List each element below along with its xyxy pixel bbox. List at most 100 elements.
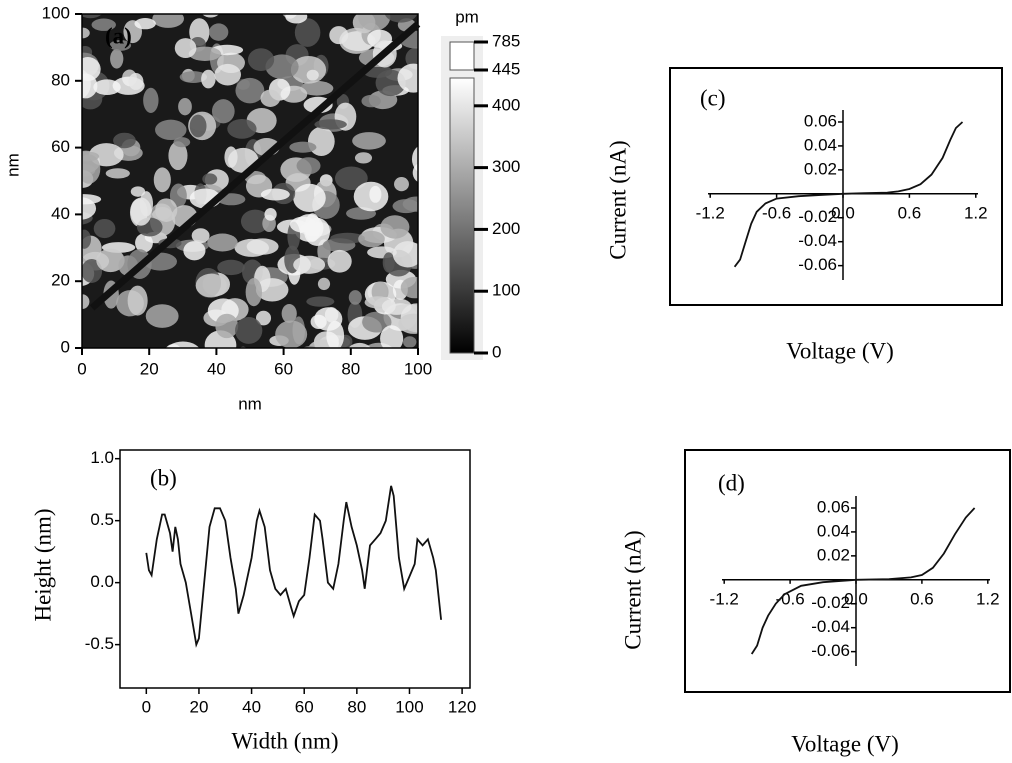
image-grain <box>361 94 381 108</box>
data-line <box>733 121 964 268</box>
colorbar-tick-label: 300 <box>492 157 520 176</box>
y-tick-label: 0.06 <box>817 497 850 516</box>
image-grain <box>255 278 289 302</box>
x-tick-label: 40 <box>207 359 226 378</box>
panel-label: (a) <box>105 23 132 48</box>
image-grain <box>217 259 245 276</box>
image-grain <box>105 168 130 179</box>
x-tick-label: 120 <box>448 697 476 716</box>
image-grain <box>183 241 206 261</box>
x-tick-label: 60 <box>274 359 293 378</box>
x-tick-label: 100 <box>404 359 432 378</box>
colorbar-tick-label: 400 <box>492 95 520 114</box>
image-grain <box>306 296 335 307</box>
image-grain <box>352 132 386 150</box>
image-grain <box>207 233 238 252</box>
image-grain <box>400 276 418 299</box>
y-tick-label: 60 <box>51 137 70 156</box>
image-grain <box>82 294 90 309</box>
x-tick-label: -0.6 <box>775 589 804 608</box>
image-grain <box>392 199 418 214</box>
colorbar-tick-label: 200 <box>492 219 520 238</box>
image-grain <box>326 320 345 348</box>
image-grain <box>235 317 263 344</box>
image-grain <box>384 14 418 23</box>
image-grain <box>240 209 270 234</box>
image-grain <box>382 252 395 273</box>
image-grain <box>289 216 317 233</box>
y-tick-label: 80 <box>51 70 70 89</box>
image-grain <box>306 69 319 81</box>
image-grain <box>82 14 103 19</box>
y-axis-label: Current (nA) <box>620 530 645 649</box>
image-grain <box>281 303 297 323</box>
profile-line <box>89 21 421 311</box>
x-tick-label: 20 <box>140 359 159 378</box>
y-tick-label: 1.0 <box>90 448 114 467</box>
x-axis-label: Width (nm) <box>231 728 338 753</box>
image-grain <box>152 14 184 28</box>
image-grain <box>91 18 116 31</box>
image-grain <box>330 232 365 244</box>
image-grain <box>285 14 308 24</box>
y-tick-label: 0 <box>61 337 70 356</box>
image-grain <box>239 346 247 348</box>
image-grain <box>195 273 227 298</box>
x-tick-label: -0.6 <box>762 203 791 222</box>
y-tick-label: 0.02 <box>804 159 837 178</box>
image-grain <box>134 18 156 30</box>
image-grain <box>334 166 368 191</box>
y-tick-label: 100 <box>42 3 70 22</box>
x-tick-label: 20 <box>189 697 208 716</box>
image-grain <box>215 313 239 339</box>
image-grain <box>209 23 229 41</box>
x-tick-label: 100 <box>395 697 423 716</box>
image-grain <box>110 49 124 69</box>
image-grain <box>155 198 178 222</box>
image-grain <box>260 89 281 107</box>
image-grain <box>260 188 290 201</box>
y-tick-label: -0.04 <box>811 617 850 636</box>
y-tick-label: -0.06 <box>798 255 837 274</box>
image-grain <box>93 218 116 239</box>
y-tick-label: -0.02 <box>811 593 850 612</box>
image-grain <box>143 87 159 113</box>
image-grain <box>275 320 308 348</box>
image-grain <box>130 197 152 226</box>
image-grain <box>179 71 208 83</box>
x-tick-label: 0.6 <box>898 203 922 222</box>
image-grain <box>245 278 263 307</box>
image-grain <box>300 80 334 96</box>
image-grain <box>82 154 101 184</box>
y-tick-label: 0.02 <box>817 545 850 564</box>
y-tick-label: 0.5 <box>90 510 114 529</box>
colorbar-tick-label: 445 <box>492 59 520 78</box>
y-tick-label: 20 <box>51 271 70 290</box>
image-grain <box>214 63 242 86</box>
image-grain <box>113 132 136 149</box>
image-grain <box>173 137 191 148</box>
image-grain <box>153 167 171 193</box>
image-grain <box>398 313 418 334</box>
x-tick-label: 1.2 <box>976 589 1000 608</box>
image-grain <box>327 249 352 273</box>
image-grain <box>348 290 362 305</box>
image-grain <box>392 0 407 13</box>
panel-label: (c) <box>700 85 726 110</box>
image-grain <box>128 72 144 90</box>
y-axis-label: Current (nA) <box>605 140 630 259</box>
image-grain <box>178 97 192 116</box>
image-grain <box>348 342 371 348</box>
image-grain <box>201 69 216 89</box>
image-grain <box>247 48 275 72</box>
image-grain <box>381 298 412 315</box>
x-axis-label: nm <box>238 394 262 413</box>
x-tick-label: 80 <box>341 359 360 378</box>
plot-frame <box>119 449 471 689</box>
y-tick-label: -0.06 <box>811 641 850 660</box>
image-grain <box>82 73 98 99</box>
x-tick-label: 0.0 <box>831 203 855 222</box>
image-grain <box>169 350 182 362</box>
image-frame <box>81 13 419 349</box>
image-grain <box>289 141 317 153</box>
